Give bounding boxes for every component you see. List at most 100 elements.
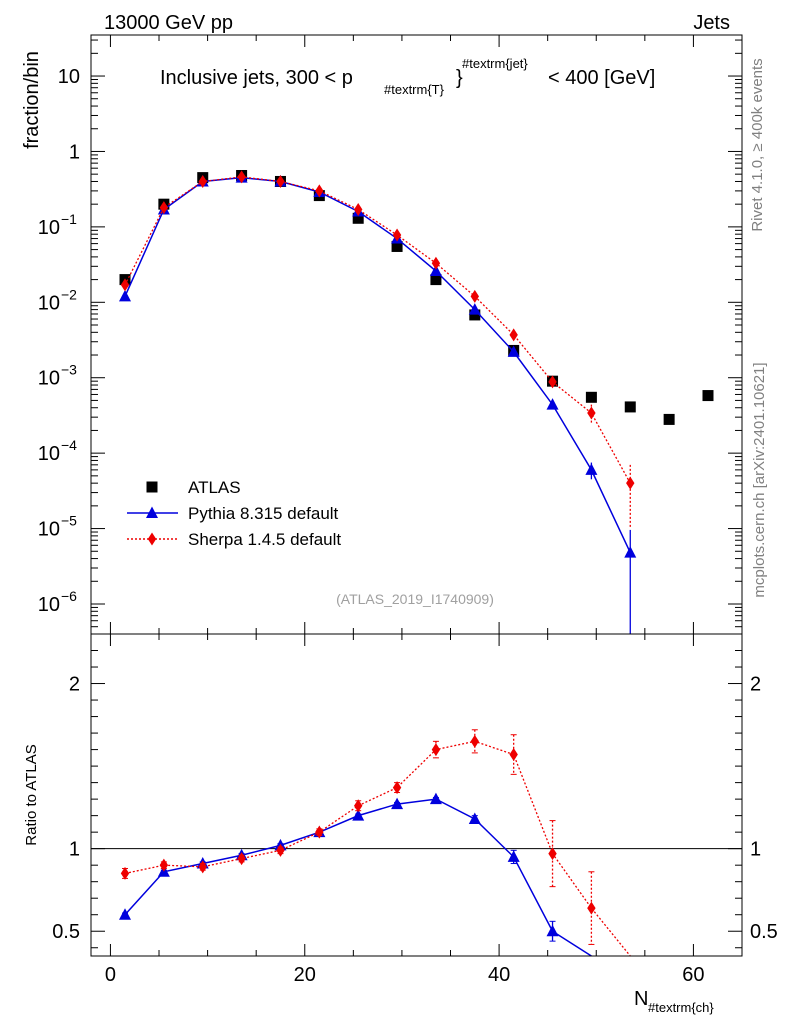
- legend-label: ATLAS: [188, 478, 241, 497]
- y-tick-base: 10: [58, 66, 80, 88]
- data-point: [548, 375, 557, 389]
- data-point: [429, 264, 442, 277]
- y-tick-label: 10 −5: [38, 513, 77, 541]
- data-point: [159, 201, 169, 215]
- ratio-ylabel: Ratio to ATLAS: [23, 744, 40, 845]
- legend-marker: [147, 532, 157, 546]
- data-point: [470, 734, 479, 748]
- data-point: [429, 792, 442, 805]
- x-tick-label: 60: [682, 964, 704, 986]
- data-point: [198, 174, 207, 188]
- data-point: [120, 866, 130, 880]
- y-tick-label-right: 2: [750, 674, 761, 696]
- data-point: [119, 289, 132, 302]
- main-panel: Inclusive jets, 300 < p #textrm{T} } #te…: [21, 34, 743, 635]
- data-point: [120, 278, 130, 292]
- x-tick-label: 0: [105, 964, 116, 986]
- y-tick-label: 1: [69, 141, 80, 163]
- data-point: [354, 202, 363, 216]
- y-tick-label: 10: [58, 66, 80, 88]
- y-tick-label: 10 −4: [38, 437, 77, 465]
- ratio-panel: Ratio to ATLAS 0 20 40 60 0.5 0.5 1 1 2 2 N #text…: [23, 633, 778, 1015]
- ratio-frame: [90, 633, 743, 957]
- data-point: [585, 391, 597, 403]
- data-point: [507, 850, 520, 862]
- legend-marker: [146, 481, 158, 493]
- y-tick-exp: −2: [61, 286, 77, 302]
- legend-label: Pythia 8.315 default: [188, 504, 339, 523]
- data-point: [198, 860, 207, 874]
- data-point: [585, 463, 598, 475]
- xlabel: N: [634, 988, 648, 1010]
- data-point: [624, 546, 637, 558]
- x-axis-title: N #textrm{ch}: [634, 988, 714, 1015]
- data-point: [470, 289, 479, 303]
- y-tick-base: 10: [38, 292, 60, 314]
- y-tick-exp: −6: [61, 588, 77, 604]
- y-tick-exp: −4: [61, 437, 77, 453]
- data-point: [468, 812, 481, 824]
- data-point: [354, 799, 363, 813]
- series-line: [124, 176, 631, 484]
- y-tick-label-right: 1: [750, 839, 761, 861]
- y-tick-label: 0.5: [52, 921, 80, 943]
- data-point: [119, 908, 132, 920]
- data-point: [430, 274, 442, 286]
- data-point: [276, 843, 285, 857]
- data-point: [352, 809, 365, 821]
- y-tick-exp: −3: [61, 362, 77, 378]
- y-tick-label: 10 −2: [38, 286, 77, 314]
- legend-item: ATLAS: [146, 478, 241, 497]
- y-tick-label: 2: [69, 674, 80, 696]
- y-tick-base: 10: [38, 443, 60, 465]
- data-point: [509, 748, 518, 762]
- data-point: [546, 398, 559, 410]
- data-point: [276, 174, 285, 188]
- data-point: [702, 390, 714, 402]
- data-point: [392, 228, 402, 242]
- data-point: [587, 901, 596, 915]
- y-tick-exp: −5: [61, 513, 77, 529]
- y-tick-base: 1: [69, 141, 80, 163]
- legend-label: Sherpa 1.4.5 default: [188, 530, 341, 549]
- data-point: [431, 256, 441, 270]
- data-point: [626, 476, 635, 490]
- series-pythia: [119, 171, 637, 634]
- data-point: [509, 328, 518, 342]
- series-line: [124, 740, 631, 957]
- data-point: [663, 413, 675, 425]
- main-ylabel: fraction/bin: [21, 51, 43, 149]
- legend-item: Pythia 8.315 default: [127, 504, 339, 523]
- y-tick-label: 10 −3: [38, 362, 77, 390]
- xlabel-sub: #textrm{ch}: [648, 1000, 714, 1015]
- y-tick-base: 10: [38, 368, 60, 390]
- data-point: [391, 797, 404, 810]
- y-tick-base: 10: [38, 217, 60, 239]
- y-tick-base: 10: [38, 594, 60, 616]
- series-line: [124, 176, 631, 553]
- title-sub: #textrm{T}: [384, 82, 445, 97]
- data-point: [391, 240, 403, 252]
- title-tail: < 400 [GeV]: [548, 67, 655, 89]
- y-tick-base: 10: [38, 519, 60, 541]
- legend: ATLAS Pythia 8.315 default Sherpa 1.4.5 de…: [127, 478, 341, 549]
- y-tick-exp: −1: [61, 211, 77, 227]
- data-point: [352, 212, 364, 224]
- category-label: Jets: [693, 12, 730, 34]
- data-point: [431, 743, 441, 757]
- y-tick-label-right: 0.5: [750, 921, 778, 943]
- y-tick-label: 1: [69, 839, 80, 861]
- data-point: [546, 924, 559, 937]
- energy-label: 13000 GeV pp: [104, 12, 233, 34]
- data-point: [315, 825, 324, 839]
- series-line: [124, 798, 592, 957]
- y-tick-label: 10 −6: [38, 588, 77, 616]
- title-sup: #textrm{jet}: [462, 56, 528, 71]
- ratio-series-sherpa: [120, 729, 634, 957]
- data-point: [237, 852, 246, 866]
- legend-item: Sherpa 1.4.5 default: [127, 530, 341, 549]
- mcplots-label: mcplots.cern.ch [arXiv:2401.10621]: [751, 362, 768, 597]
- data-point: [548, 847, 557, 861]
- watermark: (ATLAS_2019_I1740909): [336, 591, 494, 607]
